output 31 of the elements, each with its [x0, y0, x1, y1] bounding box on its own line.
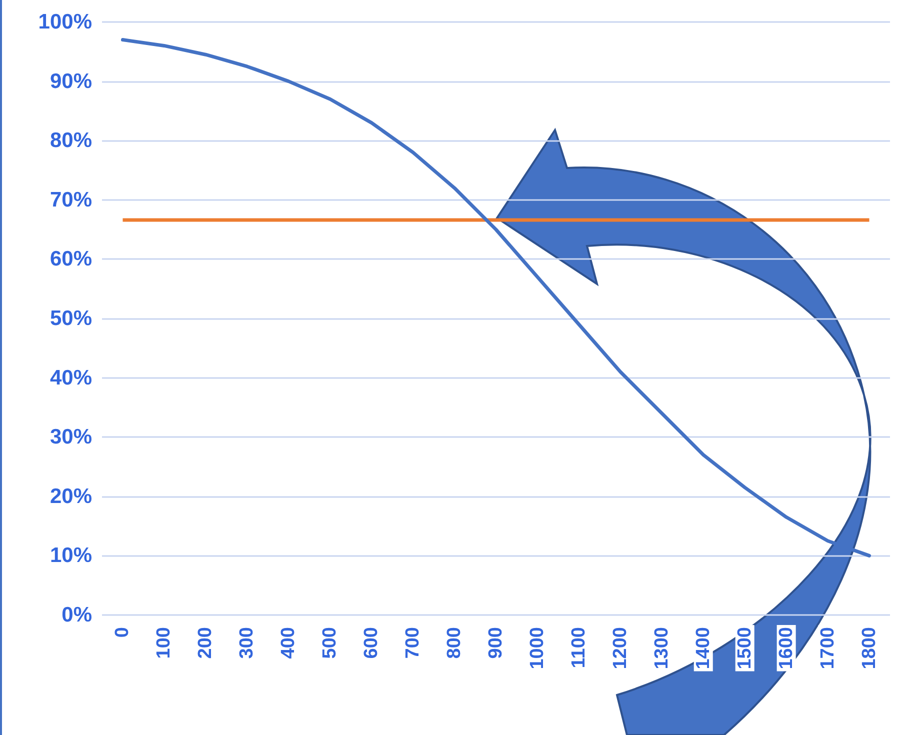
x-tick-label: 900 [486, 627, 506, 659]
x-tick-label: 1300 [651, 627, 672, 670]
y-tick-label: 20% [50, 484, 92, 508]
y-tick-label: 40% [50, 366, 92, 390]
x-tick-label: 1400 [692, 627, 714, 670]
x-tick-label: 1800 [858, 627, 880, 670]
x-tick-label: 800 [444, 627, 466, 659]
line-series [120, 38, 872, 558]
y-tick-label: 10% [50, 544, 92, 568]
x-tick-label: 1600 [776, 627, 797, 670]
x-tick-label: 700 [402, 627, 424, 659]
x-tick-label: 300 [236, 627, 258, 659]
x-tick-label: 1500 [734, 627, 756, 670]
y-tick-label: 50% [50, 307, 92, 330]
x-tick-label: 0 [112, 627, 134, 638]
y-tick-label: 80% [50, 129, 92, 152]
y-tick-label: 70% [50, 188, 92, 212]
x-tick-label: 500 [320, 627, 341, 659]
y-tick-label: 30% [50, 426, 92, 449]
x-tick-label: 600 [361, 627, 382, 659]
x-tick-label: 1000 [526, 627, 548, 670]
x-tick-label: 1100 [568, 627, 590, 668]
y-tick-label: 100% [38, 10, 92, 34]
x-tick-label: 1700 [817, 627, 838, 670]
x-tick-label: 100 [154, 627, 175, 659]
x-tick-label: 400 [278, 627, 300, 659]
y-tick-label: 0% [62, 604, 92, 626]
x-tick-label: 1200 [610, 627, 631, 670]
y-tick-label: 60% [50, 248, 92, 271]
x-tick-label: 200 [195, 627, 216, 659]
y-tick-label: 90% [50, 70, 92, 93]
